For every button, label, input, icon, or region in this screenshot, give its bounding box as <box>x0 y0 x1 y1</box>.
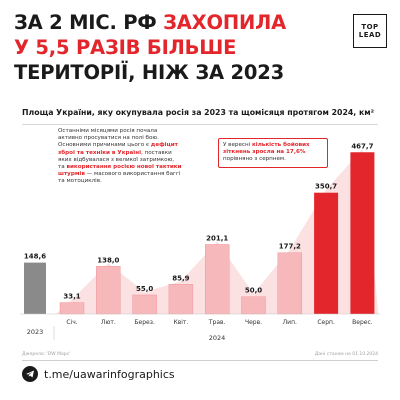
body-text-part: — масового використання баггі та мотоцик… <box>58 171 181 185</box>
telegram-link[interactable]: t.me/uawarinfographics <box>22 366 175 382</box>
bar-4 <box>168 284 194 315</box>
value-label-4: 85,9 <box>172 274 189 282</box>
logo-top: TOP <box>361 23 379 31</box>
year-label-2024: 2024 <box>209 334 226 342</box>
bar-2 <box>96 266 121 315</box>
body-text-part: , поставки яких відбувалася з великої за… <box>58 149 175 171</box>
callout-box: У вересні кількість бойових зіткнень зро… <box>218 138 328 168</box>
headline-line3: ТЕРИТОРІЇ, НІЖ ЗА 2023 <box>14 61 284 84</box>
headline: ЗА 2 МІС. РФ ЗАХОПИЛА У 5,5 РАЗІВ БІЛЬШЕ… <box>14 10 344 85</box>
bar-8 <box>314 192 339 314</box>
body-text-red: використання росією нової тактики штурмі… <box>58 164 182 178</box>
category-label-4: Квіт. <box>173 319 188 326</box>
divider <box>22 124 378 125</box>
telegram-url: t.me/uawarinfographics <box>44 367 175 381</box>
value-label-1: 33,1 <box>63 293 80 301</box>
category-label-3: Берез. <box>134 319 154 326</box>
date-note: Дані станом на 01.10.2024 <box>314 352 378 357</box>
headline-line1-black: ЗА 2 МІС. РФ <box>14 11 164 34</box>
category-label-2: Лют. <box>101 319 116 326</box>
category-label-7: Лип. <box>283 319 297 326</box>
value-label-5: 201,1 <box>206 234 228 242</box>
telegram-icon <box>22 366 38 382</box>
footer-divider <box>22 360 378 361</box>
callout-red: кількість бойових зіткнень зросла на 17,… <box>223 142 310 156</box>
body-text: Останніми місяцями росія почала активно … <box>58 128 182 186</box>
chart-title: Площа України, яку окупувала росія за 20… <box>22 108 375 117</box>
category-label-5: Трав. <box>208 319 226 326</box>
value-label-2: 138,0 <box>97 256 119 264</box>
value-label-2023: 148,6 <box>24 253 46 261</box>
body-text-part: Останніми місяцями росія почала активно … <box>58 128 159 149</box>
bar-5 <box>204 244 230 315</box>
callout-text: У вересні <box>223 142 252 148</box>
value-label-9: 467,7 <box>351 142 373 150</box>
bar-1 <box>59 302 85 315</box>
category-label-6: Черв. <box>245 319 262 326</box>
toplead-logo: TOP LEAD <box>353 14 387 48</box>
value-label-3: 55,0 <box>136 285 153 293</box>
value-label-7: 177,2 <box>279 243 301 251</box>
bar-7 <box>277 252 302 315</box>
bar-3 <box>132 294 157 315</box>
value-label-6: 50,0 <box>245 287 262 295</box>
category-label-8: Серп. <box>317 319 335 326</box>
headline-line1-red: ЗАХОПИЛА <box>163 11 286 34</box>
year-label-2023: 2023 <box>27 328 44 336</box>
source-note: Джерело: 'DW Maps' <box>22 352 71 357</box>
headline-line2: У 5,5 РАЗІВ БІЛЬШЕ <box>14 36 237 59</box>
bar-2023 <box>24 262 46 314</box>
category-label-1: Січ. <box>66 319 77 326</box>
logo-bottom: LEAD <box>358 31 382 39</box>
body-text-red: дефіцит зброї та техніки в Україні <box>58 142 178 156</box>
callout-text: порівняно з серпнем. <box>223 156 286 163</box>
value-label-8: 350,7 <box>315 183 337 191</box>
category-label-9: Верес. <box>352 319 373 326</box>
bar-9 <box>350 152 375 314</box>
bar-6 <box>241 296 266 315</box>
